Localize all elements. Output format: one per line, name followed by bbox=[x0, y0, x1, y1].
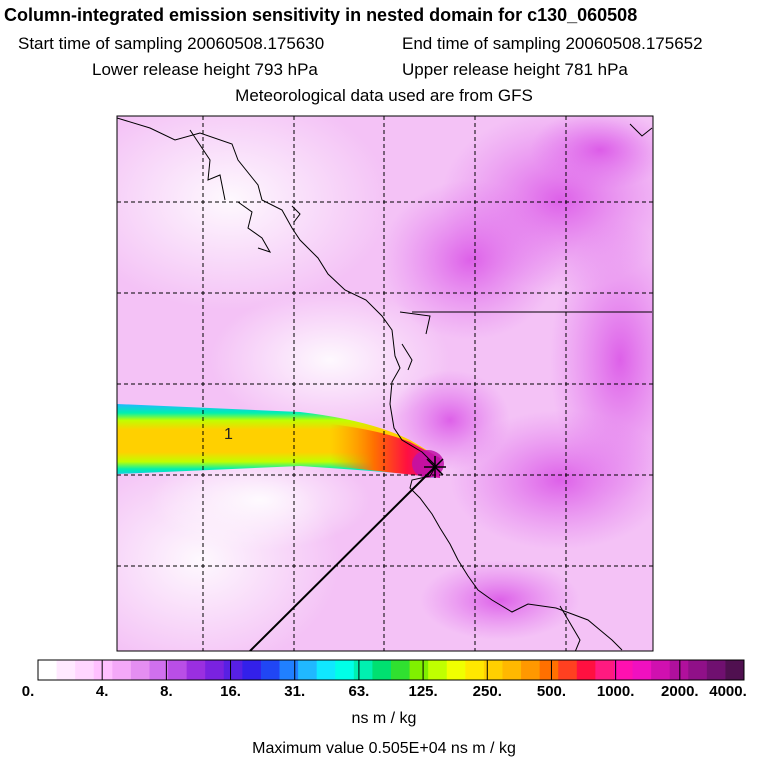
color-scale-tick-label: 0. bbox=[21, 683, 35, 700]
map-field bbox=[117, 116, 653, 651]
color-scale-tick-label: 8. bbox=[160, 683, 173, 700]
color-scale-tick-label: 2000. bbox=[661, 683, 699, 700]
color-scale-units: ns m / kg bbox=[351, 710, 417, 727]
color-scale-tick-label: 4000. bbox=[709, 683, 747, 700]
color-scale-tick-label: 4. bbox=[95, 683, 109, 700]
color-scale-tick-label: 31. bbox=[284, 683, 306, 700]
map-frame bbox=[116, 115, 654, 652]
color-scale-tick-label: 125. bbox=[408, 683, 438, 700]
plot-title: Column-integrated emission sensitivity i… bbox=[4, 5, 638, 25]
lat-lon-grid bbox=[117, 116, 653, 651]
receptor-star-icon bbox=[424, 456, 446, 478]
color-scale-tick-label: 1000. bbox=[596, 683, 635, 700]
lower-release-height: Lower release height 793 hPa bbox=[92, 60, 318, 79]
start-time-text: Start time of sampling 20060508.175630 bbox=[18, 34, 325, 53]
color-scale-tick-label: 500. bbox=[536, 683, 567, 700]
color-scale-tick-label: 16. bbox=[220, 683, 241, 700]
plume-day-label: 1 bbox=[224, 426, 233, 443]
upper-release-height: Upper release height 781 hPa bbox=[402, 60, 628, 79]
maximum-value-text: Maximum value 0.505E+04 ns m / kg bbox=[252, 740, 516, 757]
end-time-text: End time of sampling 20060508.175652 bbox=[402, 34, 703, 53]
met-data-source: Meteorological data used are from GFS bbox=[235, 86, 533, 105]
color-scale-tick-label: 250. bbox=[472, 683, 502, 700]
color-scale-tick-label: 63. bbox=[348, 683, 370, 700]
trajectory-line bbox=[249, 466, 436, 651]
